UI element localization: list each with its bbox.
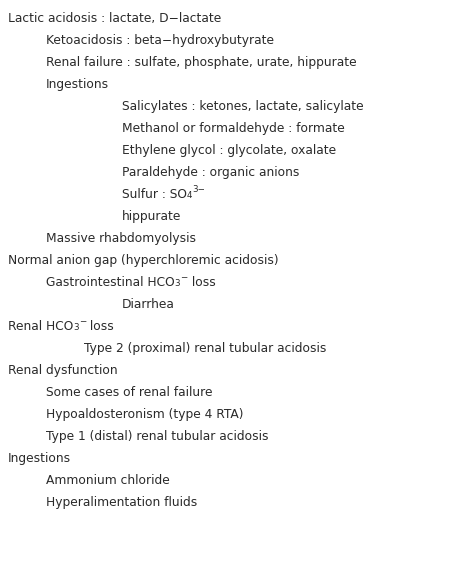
Text: 3: 3 (175, 278, 181, 288)
Text: Salicylates : ketones, lactate, salicylate: Salicylates : ketones, lactate, salicyla… (122, 100, 364, 113)
Text: 4: 4 (187, 191, 192, 200)
Text: Ketoacidosis : beta−hydroxybutyrate: Ketoacidosis : beta−hydroxybutyrate (46, 34, 274, 47)
Text: Paraldehyde : organic anions: Paraldehyde : organic anions (122, 166, 300, 179)
Text: Sulfur : SO: Sulfur : SO (122, 188, 187, 201)
Text: Hypoaldosteronism (type 4 RTA): Hypoaldosteronism (type 4 RTA) (46, 408, 244, 421)
Text: 3−: 3− (192, 184, 206, 193)
Text: loss: loss (86, 320, 114, 333)
Text: Renal HCO: Renal HCO (8, 320, 73, 333)
Text: Ingestions: Ingestions (8, 452, 71, 465)
Text: Massive rhabdomyolysis: Massive rhabdomyolysis (46, 232, 196, 245)
Text: −: − (79, 316, 86, 325)
Text: Lactic acidosis : lactate, D−lactate: Lactic acidosis : lactate, D−lactate (8, 12, 221, 25)
Text: 3: 3 (73, 323, 79, 332)
Text: Normal anion gap (hyperchloremic acidosis): Normal anion gap (hyperchloremic acidosi… (8, 254, 279, 267)
Text: Type 2 (proximal) renal tubular acidosis: Type 2 (proximal) renal tubular acidosis (84, 342, 327, 355)
Text: Diarrhea: Diarrhea (122, 298, 175, 311)
Text: Methanol or formaldehyde : formate: Methanol or formaldehyde : formate (122, 122, 345, 135)
Text: Some cases of renal failure: Some cases of renal failure (46, 386, 212, 399)
Text: hippurate: hippurate (122, 210, 182, 223)
Text: −: − (181, 273, 188, 281)
Text: Type 1 (distal) renal tubular acidosis: Type 1 (distal) renal tubular acidosis (46, 430, 268, 443)
Text: Hyperalimentation fluids: Hyperalimentation fluids (46, 496, 197, 509)
Text: Ingestions: Ingestions (46, 78, 109, 91)
Text: Gastrointestinal HCO: Gastrointestinal HCO (46, 276, 175, 289)
Text: Ammonium chloride: Ammonium chloride (46, 474, 170, 487)
Text: Renal dysfunction: Renal dysfunction (8, 364, 118, 377)
Text: Renal failure : sulfate, phosphate, urate, hippurate: Renal failure : sulfate, phosphate, urat… (46, 56, 356, 69)
Text: Ethylene glycol : glycolate, oxalate: Ethylene glycol : glycolate, oxalate (122, 144, 336, 157)
Text: loss: loss (188, 276, 216, 289)
